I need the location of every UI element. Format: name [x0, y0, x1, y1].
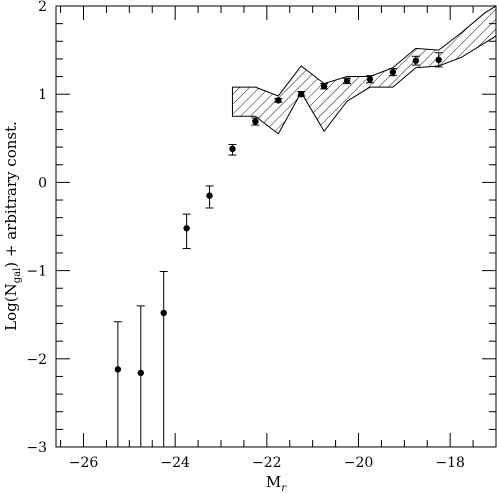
model-band — [231, 6, 496, 135]
x-tick-labels: −26 −24 −22 −20 −18 — [69, 455, 465, 471]
data-point-10 — [343, 77, 351, 85]
y-tick-label: 2 — [38, 0, 47, 15]
y-tick-labels: −3 −2 −1 0 1 2 — [26, 0, 47, 456]
data-point-7 — [275, 97, 282, 104]
data-point-2 — [160, 309, 167, 317]
plot-frame — [55, 5, 497, 448]
y-tick-label: 1 — [38, 87, 47, 103]
y-tick-label: −1 — [26, 264, 47, 280]
model-band-layer — [231, 6, 496, 135]
x-tick-label: −26 — [69, 455, 99, 471]
x-axis-label: Mr — [266, 473, 287, 494]
x-tick-label: −24 — [160, 455, 190, 471]
x-tick-label: −20 — [344, 455, 374, 471]
data-point-9 — [320, 83, 328, 90]
data-point-1 — [137, 369, 144, 377]
data-point-4 — [206, 192, 213, 199]
x-tick-label: −18 — [435, 455, 465, 471]
data-point-5 — [229, 145, 236, 153]
y-tick-label: 0 — [38, 175, 47, 191]
data-point-12 — [389, 68, 397, 76]
y-tick-label: −3 — [26, 440, 47, 456]
data-point-6 — [252, 118, 259, 125]
axis-ticks-layer — [56, 5, 497, 448]
x-tick-label: −22 — [252, 455, 282, 471]
data-point-8 — [298, 91, 305, 98]
data-point-11 — [366, 76, 374, 83]
data-point-13 — [412, 57, 419, 64]
data-point-3 — [183, 225, 190, 232]
data-point-0 — [114, 366, 122, 373]
y-axis-label: Log(Ngal) + arbitrary const. — [2, 121, 23, 331]
data-points-layer — [114, 56, 442, 377]
data-point-14 — [435, 56, 442, 64]
y-tick-label: −2 — [26, 352, 47, 368]
